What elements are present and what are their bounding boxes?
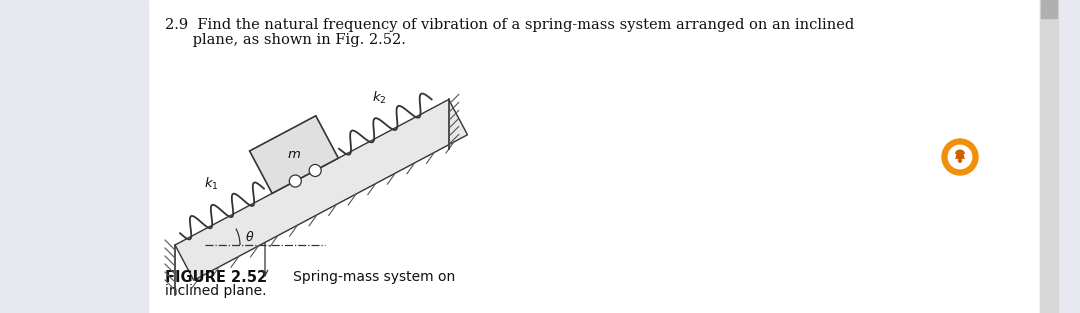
Bar — [0, 0, 148, 313]
Text: Spring-mass system on: Spring-mass system on — [280, 270, 456, 284]
Circle shape — [948, 145, 972, 169]
Text: $k_1$: $k_1$ — [204, 176, 219, 192]
Polygon shape — [175, 100, 468, 280]
Polygon shape — [955, 154, 964, 159]
Text: FIGURE 2.52: FIGURE 2.52 — [165, 270, 267, 285]
Polygon shape — [956, 150, 964, 154]
Polygon shape — [249, 116, 338, 193]
Circle shape — [942, 139, 978, 175]
Bar — [1040, 0, 1080, 313]
Text: plane, as shown in Fig. 2.52.: plane, as shown in Fig. 2.52. — [165, 33, 406, 47]
Text: $\theta$: $\theta$ — [245, 230, 255, 244]
Text: $k_2$: $k_2$ — [373, 90, 387, 105]
Bar — [1041, 0, 1057, 18]
Text: $m$: $m$ — [287, 148, 301, 161]
Circle shape — [289, 175, 301, 187]
Text: 2.9  Find the natural frequency of vibration of a spring-mass system arranged on: 2.9 Find the natural frequency of vibrat… — [165, 18, 854, 32]
Circle shape — [309, 164, 321, 177]
Circle shape — [958, 159, 961, 162]
Text: inclined plane.: inclined plane. — [165, 284, 267, 298]
Bar — [1040, 0, 1058, 313]
